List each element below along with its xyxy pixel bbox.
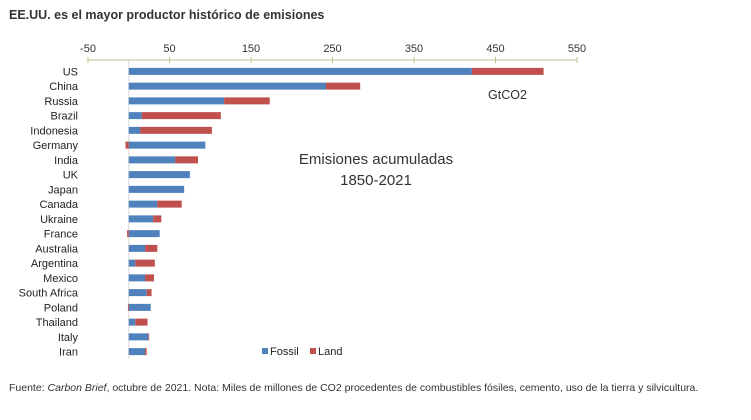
bar-fossil	[128, 318, 136, 326]
bar-fossil	[128, 230, 160, 238]
source-publication: Carbon Brief	[47, 382, 107, 394]
source-note: Fuente: Carbon Brief, octubre de 2021. N…	[9, 381, 744, 395]
bar-land	[127, 303, 129, 311]
category-label: Japan	[48, 184, 78, 196]
annotation-line-1: Emisiones acumuladas	[299, 151, 453, 168]
bar-fossil	[128, 259, 136, 267]
bar-fossil	[128, 141, 206, 149]
bar-fossil	[128, 215, 154, 223]
category-label: Indonesia	[30, 125, 79, 137]
bar-land	[145, 348, 147, 356]
category-label: Russia	[44, 96, 79, 108]
bar-fossil	[128, 156, 176, 164]
bar-land	[125, 141, 129, 149]
x-tick-label: 50	[163, 43, 175, 55]
category-label: Australia	[35, 243, 79, 255]
category-label: Germany	[33, 140, 79, 152]
bar-fossil	[128, 348, 146, 356]
source-rest: , octubre de 2021. Nota: Miles de millon…	[106, 382, 699, 394]
category-label: Canada	[39, 199, 78, 211]
category-label: France	[44, 229, 78, 241]
bar-fossil	[128, 200, 158, 208]
category-label: Thailand	[36, 317, 78, 329]
x-tick-label: 250	[323, 43, 341, 55]
bar-land	[145, 244, 158, 252]
category-label: Italy	[58, 332, 79, 344]
bar-land	[141, 112, 221, 120]
category-label: Iran	[59, 347, 78, 359]
bar-land	[157, 200, 182, 208]
x-tick-label: 550	[568, 43, 586, 55]
bar-land	[175, 156, 199, 164]
legend-label-land: Land	[318, 346, 342, 358]
bar-land	[145, 274, 155, 282]
bar-fossil	[128, 289, 147, 297]
unit-label: GtCO2	[488, 88, 527, 102]
bar-land	[224, 97, 270, 105]
bar-land	[135, 259, 155, 267]
category-label: China	[49, 81, 79, 93]
bar-fossil	[128, 82, 326, 90]
category-label: South Africa	[19, 288, 79, 300]
bar-land	[135, 318, 148, 326]
bar-land	[471, 67, 544, 75]
bar-fossil	[128, 112, 142, 120]
bar-fossil	[128, 303, 151, 311]
category-label: Mexico	[43, 273, 78, 285]
annotation-line-2: 1850-2021	[340, 172, 412, 189]
category-label: Brazil	[50, 111, 78, 123]
x-tick-label: 150	[242, 43, 260, 55]
bar-fossil	[128, 185, 185, 193]
bar-fossil	[128, 67, 472, 75]
emissions-bar-chart: -50 50 150 250 350 450 550 US China Russia Brazil…	[19, 43, 586, 359]
bar-land	[146, 289, 152, 297]
legend-swatch-land	[310, 348, 316, 354]
bar-land	[148, 333, 150, 341]
category-label: Poland	[44, 302, 78, 314]
category-label: UK	[63, 170, 79, 182]
x-tick-label: 350	[405, 43, 423, 55]
category-label: Ukraine	[40, 214, 78, 226]
bar-fossil	[128, 274, 146, 282]
legend: Fossil Land	[262, 346, 342, 358]
bar-land	[127, 230, 129, 238]
bar-land	[325, 82, 361, 90]
bar-land	[140, 126, 212, 134]
category-label: India	[54, 155, 79, 167]
category-label: US	[63, 66, 78, 78]
legend-swatch-fossil	[262, 348, 268, 354]
legend-label-fossil: Fossil	[270, 346, 299, 358]
bar-fossil	[128, 171, 190, 179]
x-tick-label: -50	[80, 43, 96, 55]
bar-fossil	[128, 126, 141, 134]
bar-fossil	[128, 244, 146, 252]
source-prefix: Fuente:	[9, 382, 48, 394]
bar-fossil	[128, 333, 149, 341]
bar-land	[153, 215, 162, 223]
chart-title: EE.UU. es el mayor productor histórico d…	[9, 8, 325, 22]
bar-fossil	[128, 97, 225, 105]
x-tick-label: 450	[486, 43, 504, 55]
category-label: Argentina	[31, 258, 79, 270]
